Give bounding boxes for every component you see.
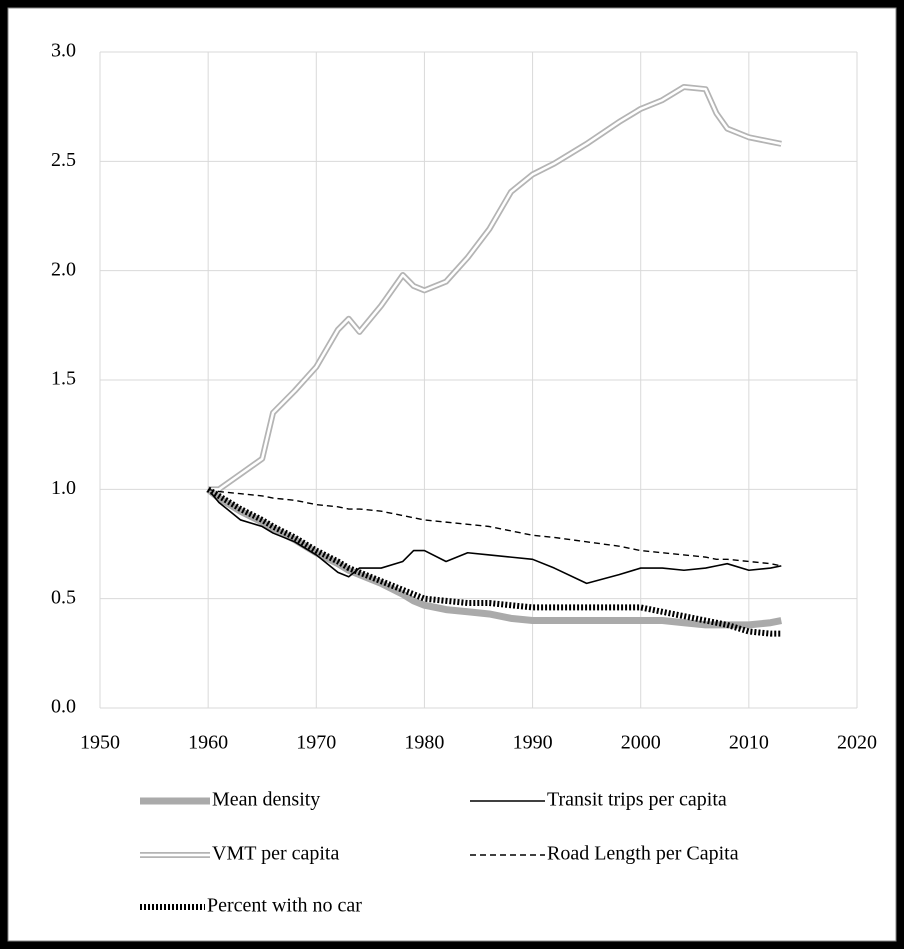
legend-label: Percent with no car (207, 895, 362, 917)
x-tick-label: 2010 (729, 732, 769, 754)
y-tick-label: 0.5 (51, 586, 76, 608)
y-tick-label: 2.5 (51, 149, 76, 171)
legend-label: Mean density (212, 789, 320, 811)
x-tick-label: 1990 (513, 732, 553, 754)
series-line (208, 488, 782, 567)
y-tick-label: 1.0 (51, 477, 76, 499)
y-tick-label: 2.0 (51, 258, 76, 280)
x-tick-label: 1960 (188, 732, 228, 754)
legend-label: Transit trips per capita (547, 789, 727, 811)
x-tick-label: 2020 (837, 732, 877, 754)
x-tick-label: 2000 (621, 732, 661, 754)
panel (7, 7, 897, 942)
x-tick-label: 1970 (296, 732, 336, 754)
y-tick-label: 1.5 (51, 368, 76, 390)
y-tick-label: 0.0 (51, 696, 76, 718)
series-line (206, 486, 782, 637)
legend-label: Road Length per Capita (547, 843, 739, 865)
series-line-inner (208, 85, 782, 491)
series-line (207, 488, 782, 585)
y-tick-label: 3.0 (51, 40, 76, 62)
legend-label: VMT per capita (212, 843, 339, 865)
x-tick-label: 1980 (404, 732, 444, 754)
x-tick-label: 1950 (80, 732, 120, 754)
